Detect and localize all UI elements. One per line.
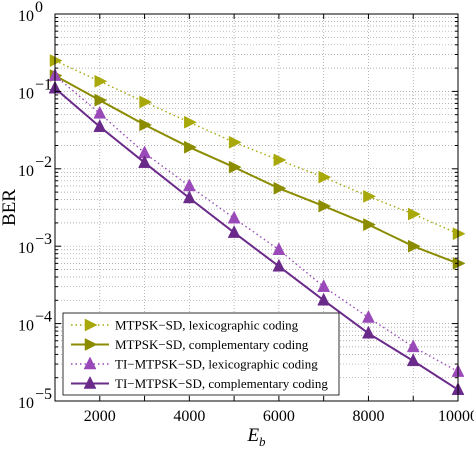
data-point [362, 309, 375, 323]
legend-label: MTPSK−SD, complementary coding [115, 337, 309, 352]
data-point [93, 119, 107, 132]
data-point [138, 155, 151, 168]
y-tick-label: 10 [18, 85, 34, 102]
y-tick-label-base: 10 [18, 8, 34, 25]
data-point [93, 105, 107, 119]
legend-entry: MTPSK−SD, complementary coding [71, 337, 309, 352]
data-point [184, 140, 197, 154]
data-point [94, 93, 108, 107]
y-tick-label: 10 [18, 318, 34, 335]
y-tick-label: 10 [18, 163, 34, 180]
x-axis-label: Eb [246, 425, 266, 449]
y-tick-label-exp: 0 [35, 0, 43, 16]
data-point [407, 239, 421, 253]
series-line [54, 75, 459, 373]
x-tick-labels: 2000 4000 6000 8000 10000 [84, 408, 474, 425]
series-2 [49, 69, 466, 270]
data-point [83, 375, 97, 389]
x-axis-label-sub: b [259, 434, 266, 449]
legend-entry: MTPSK−SD, lexicographic coding [71, 318, 299, 333]
data-point [227, 225, 241, 238]
data-point [317, 279, 331, 292]
data-point [406, 353, 420, 367]
grid [54, 14, 459, 402]
data-point [318, 199, 332, 213]
data-point [317, 292, 331, 306]
y-axis-label: BER [0, 189, 20, 226]
data-point [227, 210, 241, 224]
y-tick-label: 10 [18, 240, 34, 257]
y-tick-label: 10 [18, 395, 34, 412]
data-point [139, 95, 153, 109]
series-line [54, 87, 459, 391]
y-tick-label-base: 10 [18, 318, 34, 335]
legend-label: TI−MTPSK−SD, complementary coding [115, 376, 328, 391]
y-tick-label-exp: −1 [35, 76, 52, 93]
y-tick-label-exp: −3 [35, 231, 52, 248]
y-tick-label-base: 10 [18, 85, 34, 102]
data-point [84, 318, 98, 332]
x-tick-label: 2000 [84, 408, 116, 425]
data-point [49, 54, 63, 68]
data-point [272, 258, 286, 272]
y-tick-label: 10 [18, 8, 34, 25]
data-point [184, 115, 197, 129]
data-point [318, 170, 332, 184]
legend-entry: TI−MTPSK−SD, complementary coding [71, 375, 328, 391]
data-point [363, 218, 377, 232]
data-point [273, 153, 287, 167]
series-layer [48, 54, 466, 395]
legend-box [62, 312, 340, 396]
data-point [452, 227, 466, 241]
y-tick-label-base: 10 [18, 395, 34, 412]
data-point [84, 338, 98, 351]
data-point [272, 242, 286, 255]
data-point [83, 356, 97, 370]
data-point [363, 189, 377, 203]
data-point [139, 118, 153, 132]
legend-label: TI−MTPSK−SD, lexicographic coding [115, 357, 318, 372]
data-point [182, 190, 196, 204]
data-point [94, 74, 108, 88]
data-point [406, 339, 420, 353]
x-axis-label-main: E [246, 425, 259, 446]
x-tick-label: 10000 [438, 408, 474, 425]
data-point [452, 256, 466, 270]
data-point [228, 135, 242, 149]
y-tick-label-base: 10 [18, 240, 34, 257]
legend: MTPSK−SD, lexicographic coding MTPSK−SD, … [62, 312, 340, 396]
y-tick-label-exp: −4 [35, 309, 52, 326]
series-line [54, 74, 459, 265]
data-point [273, 181, 287, 195]
legend-label: MTPSK−SD, lexicographic coding [115, 318, 299, 333]
plot-frame [54, 13, 459, 402]
series-1 [49, 54, 466, 241]
data-point [228, 160, 242, 174]
y-tick-label-exp: −2 [35, 154, 52, 171]
ticks [54, 13, 459, 402]
x-tick-label: 8000 [352, 408, 384, 425]
series-3 [48, 68, 465, 377]
y-tick-label-exp: −5 [35, 386, 52, 403]
data-point [362, 325, 375, 339]
series-4 [48, 80, 465, 395]
series-line [54, 59, 459, 235]
x-tick-label: 4000 [173, 408, 205, 425]
legend-entry: TI−MTPSK−SD, lexicographic coding [71, 356, 318, 372]
x-tick-label: 6000 [263, 408, 295, 425]
data-point [407, 207, 421, 221]
y-tick-label-base: 10 [18, 163, 34, 180]
